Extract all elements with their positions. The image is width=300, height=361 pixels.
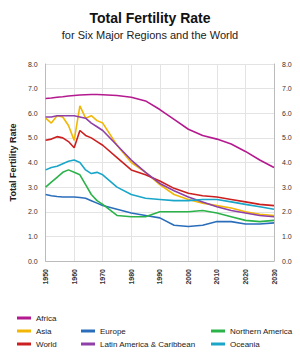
svg-text:Oceania: Oceania	[230, 340, 260, 349]
svg-text:5.0: 5.0	[28, 134, 38, 141]
svg-text:7.0: 7.0	[282, 85, 292, 92]
svg-text:1970: 1970	[99, 269, 106, 285]
svg-text:1960: 1960	[71, 269, 78, 285]
svg-text:Europe: Europe	[100, 327, 126, 336]
svg-text:4.0: 4.0	[28, 159, 38, 166]
svg-text:7.0: 7.0	[28, 85, 38, 92]
svg-text:6.0: 6.0	[282, 110, 292, 117]
svg-text:2.0: 2.0	[282, 208, 292, 215]
svg-text:3.0: 3.0	[282, 184, 292, 191]
svg-text:Asia: Asia	[36, 327, 52, 336]
svg-text:0.0: 0.0	[282, 258, 292, 265]
svg-text:1950: 1950	[42, 269, 49, 285]
svg-text:5.0: 5.0	[282, 134, 292, 141]
svg-text:1990: 1990	[156, 269, 163, 285]
svg-text:for Six Major Regions and the: for Six Major Regions and the World	[62, 29, 239, 41]
svg-text:2030: 2030	[271, 269, 278, 285]
svg-text:1980: 1980	[128, 269, 135, 285]
svg-text:Northern America: Northern America	[230, 327, 293, 336]
svg-text:Latin America & Caribbean: Latin America & Caribbean	[100, 340, 195, 349]
svg-text:1.0: 1.0	[28, 233, 38, 240]
svg-text:1.0: 1.0	[282, 233, 292, 240]
svg-text:8.0: 8.0	[28, 61, 38, 68]
svg-text:4.0: 4.0	[282, 159, 292, 166]
svg-text:2.0: 2.0	[28, 208, 38, 215]
svg-text:8.0: 8.0	[282, 61, 292, 68]
svg-text:0.0: 0.0	[28, 258, 38, 265]
svg-text:2000: 2000	[185, 269, 192, 285]
svg-text:Total Fertility Rate: Total Fertility Rate	[8, 124, 18, 202]
svg-text:2020: 2020	[242, 269, 249, 285]
svg-text:2010: 2010	[213, 269, 220, 285]
svg-text:World: World	[36, 340, 57, 349]
svg-text:Total Fertility Rate: Total Fertility Rate	[89, 10, 210, 26]
svg-text:Africa: Africa	[36, 314, 57, 323]
svg-text:3.0: 3.0	[28, 184, 38, 191]
svg-text:6.0: 6.0	[28, 110, 38, 117]
